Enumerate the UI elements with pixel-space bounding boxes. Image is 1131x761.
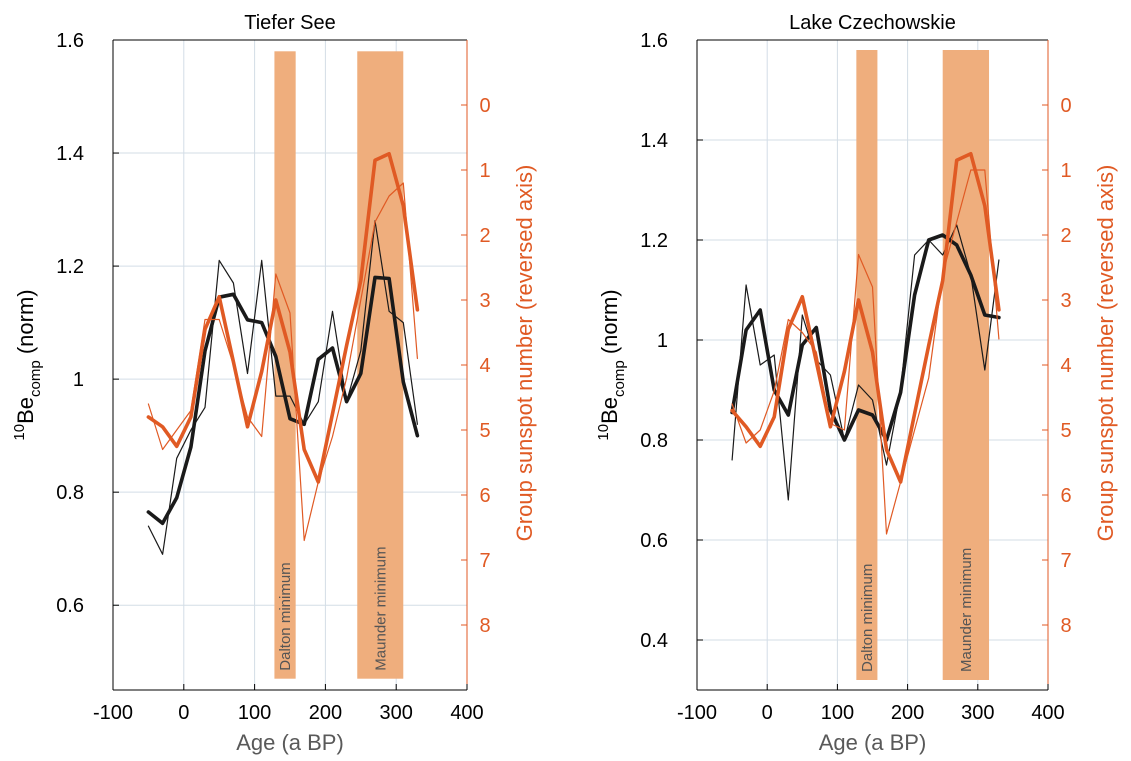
y2-tick-label: 6 (479, 485, 490, 507)
chart-title: Tiefer See (244, 12, 336, 34)
y2-tick-label: 8 (1060, 615, 1071, 637)
shaded-interval (357, 51, 404, 679)
sunspot-thick-line (730, 152, 1001, 484)
panel-lake-czechowskie: Dalton minimum Maunder minimum-100 0 100 200… (595, 12, 1118, 755)
y2-tick-label: 4 (1060, 355, 1071, 377)
interval-label: Maunder minimum (958, 548, 975, 672)
shaded-interval (274, 51, 296, 679)
x-tick-label: 200 (309, 702, 342, 724)
y2-tick-label: 4 (479, 355, 490, 377)
y-tick-label: 1 (657, 330, 668, 352)
x-tick-label: 100 (821, 702, 854, 724)
interval-label: Dalton minimum (277, 562, 294, 670)
y-tick-label: 1.6 (640, 30, 668, 52)
y2-tick-label: 2 (1060, 225, 1071, 247)
y-tick-label: 0.8 (640, 430, 668, 452)
y2-tick-label: 3 (1060, 290, 1071, 312)
x-tick-label: 300 (961, 702, 994, 724)
y2-tick-label: 0 (479, 95, 490, 117)
y-tick-label: 0.6 (56, 595, 84, 617)
y2-tick-label: 5 (479, 420, 490, 442)
y-tick-label: 1.2 (640, 230, 668, 252)
chart-title: Lake Czechowskie (789, 12, 956, 34)
sunspot-thin-line (731, 169, 1000, 535)
interval-label: Maunder minimum (372, 546, 389, 670)
y-axis-label-base: Be (13, 397, 38, 424)
y2-axis-label: Group sunspot number (reversed axis) (512, 165, 537, 542)
be10-thick-line (146, 275, 420, 526)
x-tick-label: 400 (1031, 702, 1064, 724)
y-tick-label: 0.4 (640, 630, 668, 652)
shaded-interval (856, 50, 878, 680)
y-tick-label: 1.6 (56, 30, 84, 52)
x-tick-label: 400 (450, 702, 483, 724)
y-axis-label-rest: (norm) (13, 289, 38, 360)
y2-tick-label: 3 (479, 290, 490, 312)
sunspot-thick-line (146, 152, 420, 484)
y2-tick-label: 0 (1060, 95, 1071, 117)
y2-tick-label: 1 (479, 160, 490, 182)
y2-tick-label: 8 (479, 615, 490, 637)
y-tick-label: 1.4 (56, 143, 84, 165)
y-tick-label: 1 (73, 369, 84, 391)
x-tick-label: 300 (380, 702, 413, 724)
x-axis-label: Age (a BP) (236, 730, 344, 755)
y-axis-label-sup: 10 (11, 424, 28, 441)
x-tick-label: 200 (891, 702, 924, 724)
y-tick-label: 1.2 (56, 256, 84, 278)
y-tick-label: 0.8 (56, 482, 84, 504)
y-axis-label-sub: comp (611, 360, 628, 397)
y-axis-label: 10Becomp (norm) (595, 289, 628, 440)
y-tick-label: 1.4 (640, 130, 668, 152)
y-tick-label: 0.6 (640, 530, 668, 552)
x-tick-label: -100 (93, 702, 133, 724)
y-axis-label-rest: (norm) (597, 289, 622, 360)
x-axis-label: Age (a BP) (819, 730, 927, 755)
y2-tick-label: 7 (1060, 550, 1071, 572)
x-tick-label: 0 (178, 702, 189, 724)
y2-tick-label: 5 (1060, 420, 1071, 442)
y-axis-label-sub: comp (27, 360, 44, 397)
y2-axis-label: Group sunspot number (reversed axis) (1093, 165, 1118, 542)
x-tick-label: 100 (238, 702, 271, 724)
y2-tick-label: 1 (1060, 160, 1071, 182)
x-tick-label: -100 (677, 702, 717, 724)
y2-tick-label: 2 (479, 225, 490, 247)
y2-tick-label: 7 (479, 550, 490, 572)
x-tick-label: 0 (762, 702, 773, 724)
interval-label: Dalton minimum (859, 564, 876, 672)
y-axis-label: 10Becomp (norm) (11, 289, 44, 440)
y-axis-label-base: Be (597, 397, 622, 424)
y2-tick-label: 6 (1060, 485, 1071, 507)
panel-tiefer-see: Dalton minimum Maunder minimum-100 0 100 200… (11, 12, 537, 755)
y-axis-label-sup: 10 (595, 424, 612, 441)
